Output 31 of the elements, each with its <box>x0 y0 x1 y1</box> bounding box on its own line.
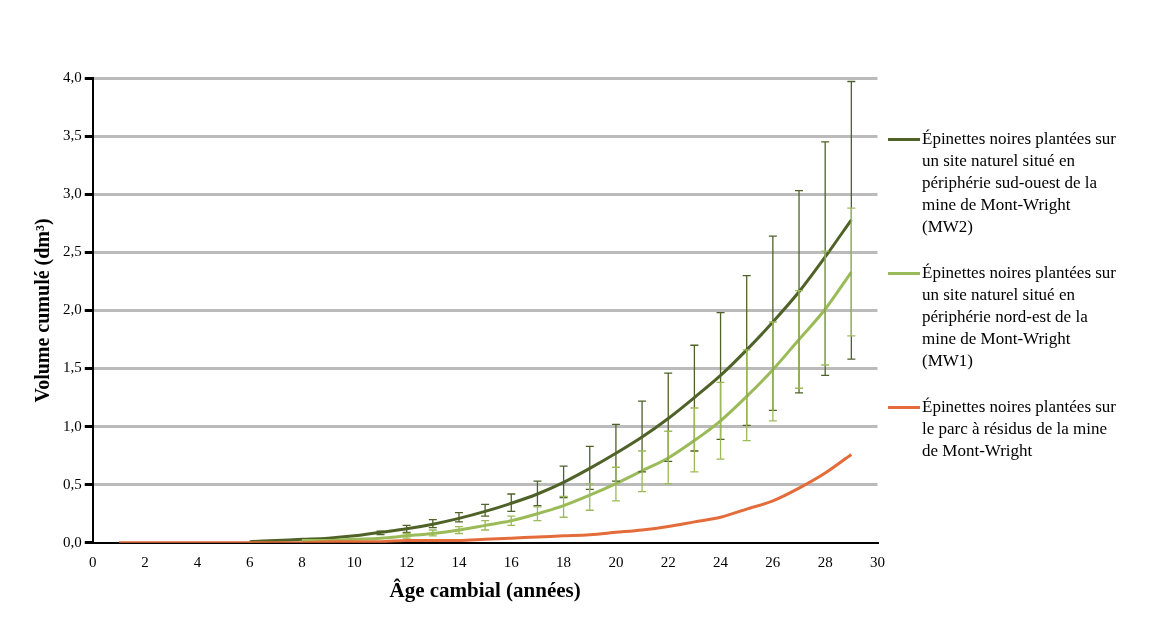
x-tick-label: 24 <box>713 553 729 570</box>
x-tick-label: 14 <box>451 553 467 570</box>
legend-label: Épinettes noires plantées sur un site naturel situé en périphérie sud-ouest de la mine de Mont-Wright (MW2) <box>922 128 1118 238</box>
x-tick-label: 22 <box>660 553 676 570</box>
y-tick-label: 3,0 <box>63 185 82 202</box>
x-tick-label: 10 <box>346 553 362 570</box>
y-tick-label: 1,0 <box>63 417 82 434</box>
x-tick-label: 8 <box>298 553 306 570</box>
x-tick-label: 18 <box>556 553 572 570</box>
x-tick-label: 20 <box>608 553 624 570</box>
y-tick-label: 2,5 <box>63 243 82 260</box>
x-tick-label: 4 <box>193 553 202 570</box>
y-tick-label: 0,5 <box>63 475 82 492</box>
x-tick-label: 0 <box>89 553 97 570</box>
y-tick-label: 1,5 <box>63 359 82 376</box>
x-tick-label: 26 <box>765 553 781 570</box>
x-tick-label: 16 <box>503 553 520 570</box>
y-tick-label: 2,0 <box>63 301 82 318</box>
x-tick-label: 28 <box>817 553 833 570</box>
y-tick-label: 3,5 <box>63 127 82 144</box>
x-axis-title: Âge cambial (années) <box>389 577 581 602</box>
x-tick-label: 2 <box>141 553 149 570</box>
y-axis-title: Volume cumulé (dm³) <box>31 218 55 403</box>
y-tick-label: 0,0 <box>63 533 82 550</box>
legend-label: Épinettes noires plantées sur un site naturel situé en périphérie nord-est de la mine de Mont-Wright (MW1) <box>922 262 1118 372</box>
x-tick-label: 30 <box>870 553 885 570</box>
legend-label: Épinettes noires plantées sur le parc à résidus de la mine de Mont-Wright <box>922 396 1118 462</box>
y-tick-label: 4,0 <box>63 68 82 85</box>
x-tick-label: 12 <box>399 553 415 570</box>
x-tick-label: 6 <box>245 553 254 570</box>
line-series <box>117 452 853 543</box>
